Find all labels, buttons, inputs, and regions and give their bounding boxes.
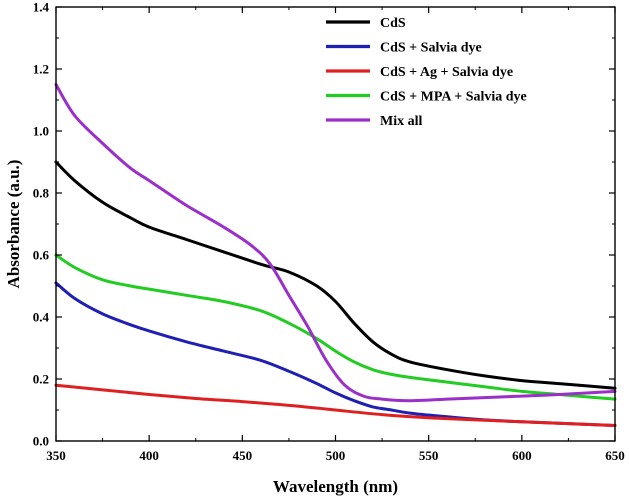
legend-label: Mix all — [380, 114, 422, 129]
series-line-5 — [54, 83, 617, 403]
y-tick-label: 0.0 — [33, 434, 49, 449]
plot-layer — [54, 83, 617, 427]
y-axis-title: Absorbance (a.u.) — [4, 160, 23, 289]
y-tick-label: 0.8 — [33, 186, 50, 201]
axes-layer: 350 400 450 500 550 600 650 0.0 0.2 0.4 0.6 0.8 1.0 1… — [33, 0, 625, 463]
legend-label: CdS — [380, 16, 406, 31]
x-tick-label: 550 — [419, 448, 439, 463]
y-tick-label: 1.2 — [33, 62, 49, 77]
legend-label: CdS + Ag + Salvia dye — [380, 65, 513, 80]
y-tick-label: 0.4 — [33, 310, 50, 325]
series-line-1 — [54, 160, 617, 390]
legend: CdS CdS + Salvia dye CdS + Ag + Salvia dye… — [326, 16, 527, 129]
y-tick-label: 0.6 — [33, 248, 50, 263]
y-tick-label: 1.4 — [33, 0, 50, 15]
x-tick-label: 350 — [46, 448, 66, 463]
y-tick-label: 0.2 — [33, 372, 49, 387]
y-tick-label: 1.0 — [33, 124, 49, 139]
x-tick-label: 500 — [326, 448, 346, 463]
legend-label: CdS + Salvia dye — [380, 41, 482, 56]
x-tick-label: 600 — [512, 448, 532, 463]
series-line-4 — [54, 253, 617, 401]
series-line-3 — [54, 383, 617, 427]
x-tick-label: 400 — [139, 448, 159, 463]
legend-label: CdS + MPA + Salvia dye — [380, 90, 527, 105]
x-tick-label: 650 — [605, 448, 625, 463]
x-tick-label: 450 — [233, 448, 253, 463]
series-line-2 — [54, 281, 617, 427]
x-axis-title: Wavelength (nm) — [273, 477, 398, 496]
